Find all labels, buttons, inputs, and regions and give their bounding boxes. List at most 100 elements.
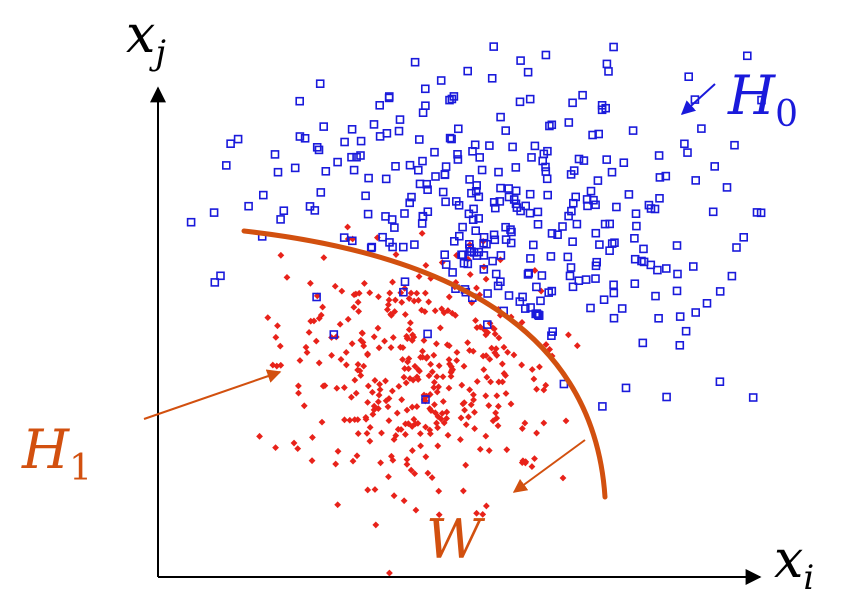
h0-point	[715, 287, 725, 296]
h0-point	[654, 313, 663, 323]
h0-point	[646, 260, 656, 270]
h0-point	[548, 327, 558, 336]
h1-point	[452, 311, 459, 319]
h0-point	[630, 279, 640, 289]
h1-point	[531, 455, 538, 463]
h1-point	[386, 569, 393, 577]
h0-point	[333, 157, 342, 167]
h0-point	[453, 155, 463, 164]
h1-point	[466, 271, 474, 278]
h0-point	[520, 304, 530, 313]
h1-point	[494, 402, 502, 410]
h0-point	[684, 72, 694, 81]
h1-point	[498, 360, 506, 368]
h1-point	[542, 341, 550, 348]
h1-point	[413, 289, 421, 297]
h0-point	[290, 163, 300, 173]
h1-point	[438, 410, 446, 417]
h1-point	[485, 447, 493, 454]
h0-point	[315, 79, 325, 88]
h1-point	[440, 419, 448, 427]
h0-point	[681, 326, 691, 336]
h0-point	[607, 239, 617, 248]
h1-point	[467, 401, 475, 409]
h0-point	[454, 201, 464, 210]
h0-point	[691, 308, 701, 317]
h1-point	[433, 388, 441, 396]
h1-point	[346, 416, 354, 424]
h0-point	[375, 132, 385, 141]
h1-point	[387, 344, 395, 351]
h0-point	[511, 186, 521, 196]
h0-point	[630, 234, 639, 243]
h1-point	[456, 436, 464, 443]
h0-point	[458, 222, 467, 232]
h1-point	[522, 458, 530, 466]
h0-point	[471, 187, 481, 196]
h0-point	[449, 237, 459, 246]
h0-point	[410, 57, 420, 67]
h1-point	[387, 311, 395, 319]
h1-point	[488, 344, 496, 352]
h0-point	[619, 158, 629, 167]
h0-point	[605, 219, 615, 229]
h1-point	[385, 417, 393, 425]
h1-point	[398, 298, 406, 306]
h0-point	[216, 271, 225, 281]
h1-point	[462, 461, 470, 469]
h1-point	[518, 425, 526, 432]
h0-point	[504, 184, 514, 193]
h1-point	[493, 392, 501, 400]
h0-point	[453, 150, 462, 159]
h1-point	[427, 360, 435, 368]
h1-point	[439, 373, 447, 381]
h0-point	[472, 181, 482, 190]
h1-point	[366, 423, 374, 431]
h0-point	[593, 176, 603, 185]
h0-point	[347, 236, 357, 246]
h1-point	[422, 262, 430, 269]
h1-point	[400, 373, 408, 381]
h0-sample-points	[186, 42, 766, 411]
h0-point	[305, 202, 315, 211]
h0-point	[609, 280, 618, 290]
h0-point	[479, 265, 489, 274]
h1-point	[422, 423, 429, 431]
h1-point	[382, 377, 389, 385]
h1-point	[416, 430, 424, 438]
h0-point	[447, 94, 457, 104]
h1-point	[364, 486, 372, 494]
h1-point	[406, 375, 414, 382]
h0-point	[637, 256, 646, 266]
h0-point	[661, 171, 671, 181]
h1-point	[353, 452, 361, 460]
h1-point	[320, 254, 328, 261]
h0-point	[421, 395, 430, 404]
h1-point	[334, 447, 342, 455]
h0-point	[569, 166, 579, 175]
h0-point	[339, 233, 349, 242]
h0-point	[398, 242, 408, 252]
h1-point	[489, 417, 497, 425]
h1-point	[385, 296, 393, 304]
h0-point	[675, 340, 685, 350]
h0-point	[400, 277, 410, 287]
h0-point	[394, 126, 404, 136]
h1-point	[448, 365, 456, 373]
h0-point	[445, 95, 454, 105]
h0-point	[661, 264, 671, 273]
h1-point	[403, 335, 411, 343]
h0-point	[468, 215, 478, 224]
h1-point	[334, 501, 342, 509]
h1-point	[466, 347, 473, 354]
h0-point	[632, 221, 641, 231]
h1-point	[332, 460, 340, 468]
h1-point	[430, 384, 438, 391]
h1-point	[381, 337, 388, 345]
h1-point	[355, 289, 363, 297]
h0-point	[440, 250, 450, 259]
h0-point	[422, 179, 432, 189]
h0-point	[489, 230, 499, 240]
h0-point	[578, 90, 587, 100]
h1-point	[375, 344, 383, 352]
